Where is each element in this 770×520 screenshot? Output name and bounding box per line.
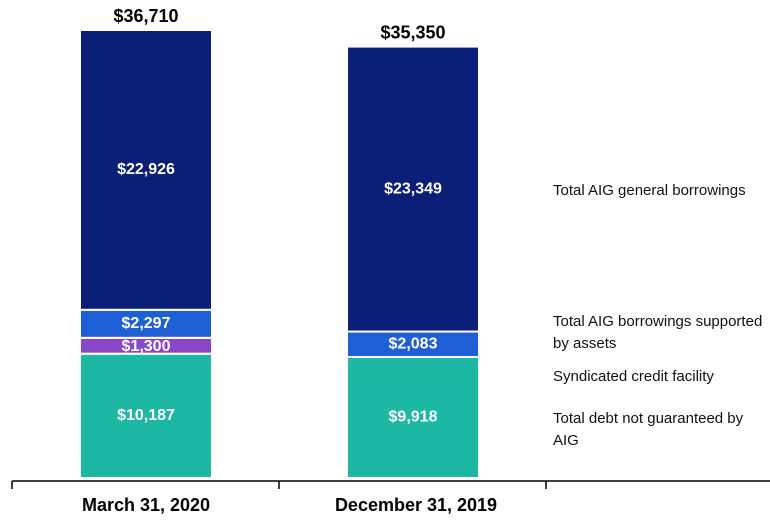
legend-label: Total AIG borrowings supported by assets [553,313,763,352]
segment-label: $2,297 [122,315,171,332]
total-label: $35,350 [380,22,445,42]
bar-segment [79,352,213,479]
legend-label: Total AIG general borrowings [553,182,746,199]
bar-segment [346,355,480,479]
segment-label: $2,083 [389,335,438,352]
x-tick-label: March 31, 2020 [82,495,210,515]
segment-label: $23,349 [384,180,442,197]
bar-segment [346,330,480,358]
segment-label: $1,300 [122,338,171,355]
segment-label: $9,918 [389,409,438,426]
segment-label: $10,187 [117,407,175,424]
total-label: $36,710 [113,6,178,26]
legend-label: Syndicated credit facility [553,368,714,385]
bar-segment [79,29,213,311]
bar-segment [346,45,480,333]
segment-label: $22,926 [117,161,175,178]
legend-label: Total debt not guaranteed by AIG [553,410,744,449]
bar-segment [79,308,213,339]
x-tick-label: December 31, 2019 [335,495,497,515]
